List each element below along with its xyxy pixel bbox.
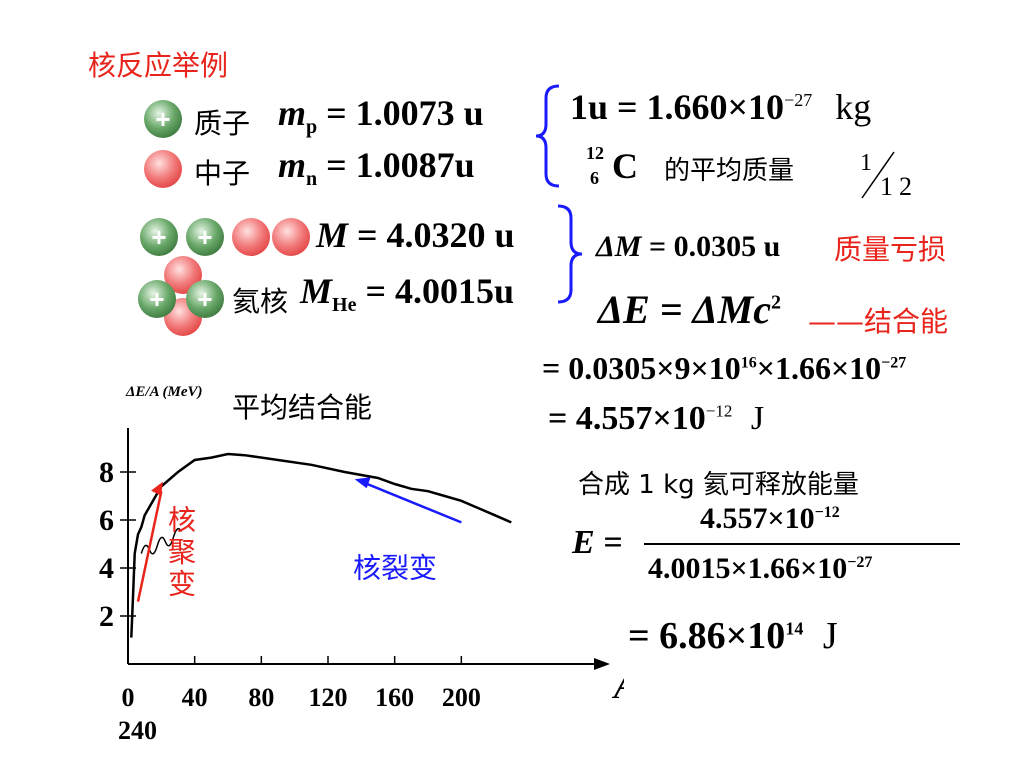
unit-brace (535, 84, 560, 188)
helium-label: 氦核 (232, 285, 289, 318)
nucleon-mass-eq: M = 4.0320 u (316, 215, 515, 255)
proton-icon: + (140, 218, 178, 256)
y-tick-label: 2 (99, 600, 114, 633)
carbon-atomic-number: 6 (590, 168, 599, 188)
neutron-mass-eq: mn = 1.0087u (278, 145, 475, 191)
mass-defect-tag: 质量亏损 (834, 233, 947, 266)
x-tick-label: 40 (182, 683, 208, 712)
fusion-label-char: 聚 (168, 538, 196, 569)
x-tick-label: 200 (442, 683, 481, 712)
neutron-icon (272, 218, 310, 256)
energy-denominator: 4.0015×1.66×10−27 (648, 552, 873, 585)
proton-mass-eq: mp = 1.0073 u (278, 93, 484, 139)
fusion-label-char: 核 (168, 505, 196, 537)
calc-line-1: = 0.0305×9×1016×1.66×10−27 (542, 350, 907, 386)
slide-title: 核反应举例 (88, 49, 229, 82)
proton-icon: + (186, 218, 224, 256)
y-tick-label: 8 (99, 456, 114, 489)
x-tick-label: 80 (248, 683, 274, 712)
proton-icon: + (144, 100, 182, 138)
neutron-label: 中子 (194, 157, 251, 190)
energy-numerator: 4.557×10−12 (700, 502, 840, 535)
y-tick-label: 6 (99, 504, 114, 537)
neutron-icon (144, 150, 182, 188)
x-axis-label: A (611, 662, 624, 707)
binding-energy-chart: A 0 40 80 120 160 200 8 6 4 2 核聚变 核裂变 (99, 428, 624, 712)
x-tick-label: 0 (122, 683, 135, 712)
x-tick-label: 160 (375, 683, 414, 712)
fraction-slash (861, 151, 895, 199)
binding-energy-curve (130, 452, 512, 638)
proton-icon: + (138, 280, 176, 318)
binding-energy-eq: ΔE = ΔMc2 (598, 287, 781, 332)
synthesis-text: 合成 1 kg 氦可释放能量 (578, 470, 859, 500)
fraction-bar (644, 543, 960, 545)
fraction-denominator: 12 (880, 172, 918, 201)
y-tick-label: 4 (99, 552, 114, 585)
chart-ylabel: ΔE/A (MeV) (126, 384, 203, 400)
fusion-arrow (136, 490, 163, 602)
fission-arrowhead (354, 477, 371, 489)
proton-label: 质子 (194, 107, 251, 140)
energy-lhs: E = (572, 524, 623, 561)
proton-icon: + (186, 280, 224, 318)
fraction-numerator: 1 (860, 150, 872, 176)
mass-defect-eq: ΔM = 0.0305 u (596, 230, 781, 263)
energy-result: = 6.86×1014 J (628, 615, 838, 657)
carbon-symbol: C (612, 146, 638, 186)
carbon-average-mass-text: 的平均质量 (664, 156, 795, 186)
calc-line-2: = 4.557×10−12 J (548, 400, 765, 437)
tick-label-x-240: 240 (118, 716, 157, 745)
chart-title: 平均结合能 (232, 391, 373, 424)
binding-energy-tag: ——结合能 (808, 305, 949, 338)
x-tick-label: 120 (309, 683, 348, 712)
neutron-icon (232, 218, 270, 256)
fusion-label-char: 变 (168, 569, 196, 601)
fission-label: 核裂变 (353, 553, 437, 585)
mass-brace (557, 204, 583, 304)
fusion-arrowhead (151, 481, 163, 496)
fission-arrow (360, 480, 462, 524)
carbon-mass-number: 12 (586, 143, 604, 163)
atomic-mass-unit-def: 1u = 1.660×10−27 kg (570, 87, 872, 127)
helium-mass-eq: MHe = 4.0015u (300, 271, 514, 317)
x-axis-arrow (594, 658, 610, 670)
